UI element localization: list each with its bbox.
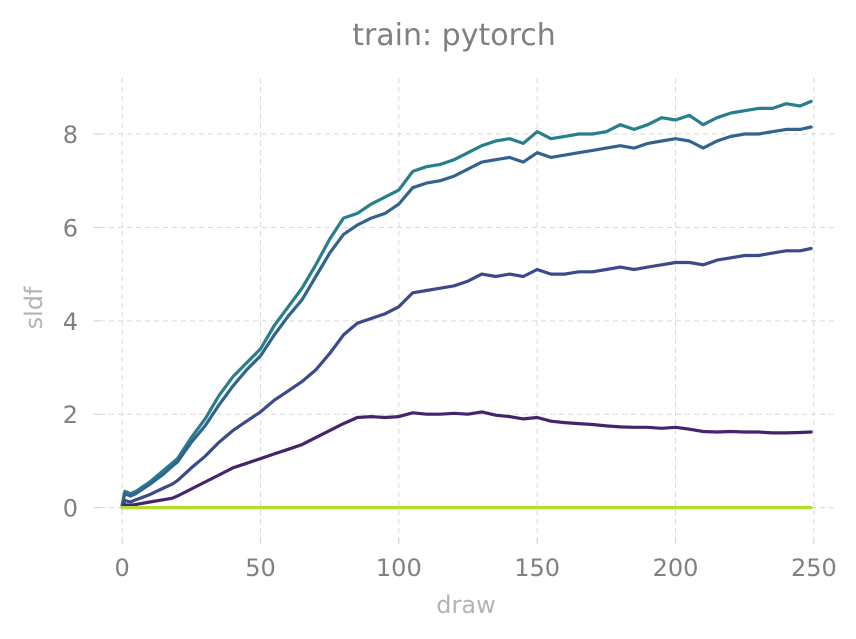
series-line-2 [120, 125, 813, 507]
series-line-3 [120, 246, 813, 510]
x-tick-label: 200 [653, 554, 699, 582]
series-line-4 [120, 410, 813, 510]
series-line-1 [120, 99, 813, 507]
x-tick-label: 0 [114, 554, 129, 582]
x-tick-label: 150 [514, 554, 560, 582]
y-tick-label: 2 [63, 401, 78, 429]
x-tick-label: 100 [376, 554, 422, 582]
chart-title: train: pytorch [352, 18, 556, 53]
y-tick-label: 4 [63, 308, 78, 336]
grid [100, 78, 836, 538]
x-tick-label: 250 [791, 554, 837, 582]
y-tick-label: 8 [63, 121, 78, 149]
y-tick-label: 6 [63, 214, 78, 242]
x-axis-label: draw [436, 591, 495, 619]
y-axis-label: sldf [20, 286, 48, 329]
series-lines [120, 99, 813, 510]
x-tick-label: 50 [245, 554, 276, 582]
axis-ticks: 0 50 100 150 200 250 0 2 4 6 8 [63, 121, 837, 582]
y-tick-label: 0 [63, 495, 78, 523]
